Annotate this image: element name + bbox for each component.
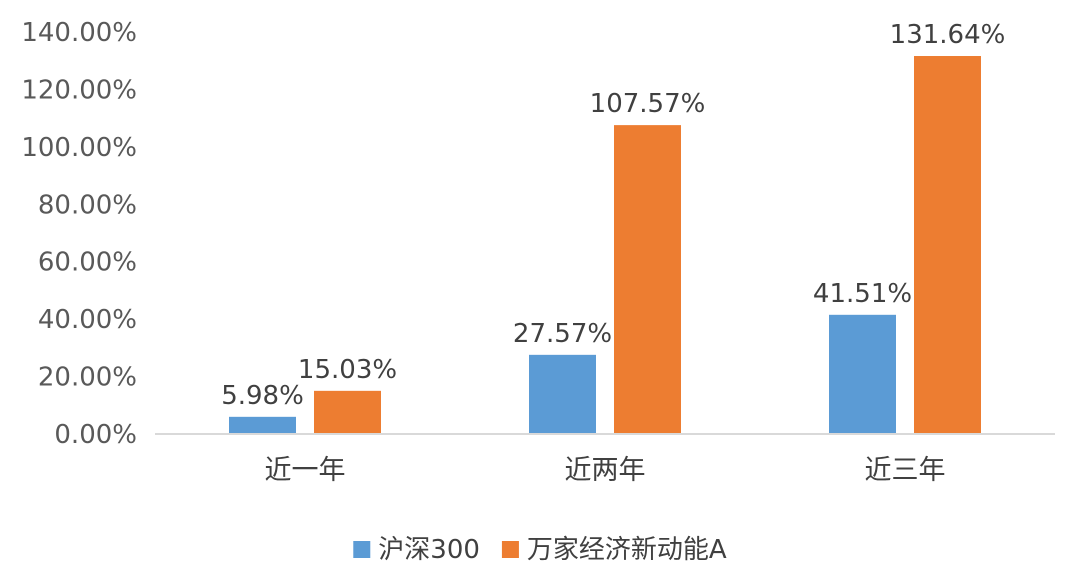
legend-item: 万家经济新动能A (501, 535, 727, 565)
x-tick-label: 近三年 (865, 455, 946, 486)
data-label: 5.98% (221, 381, 304, 411)
x-tick-label: 近两年 (565, 455, 646, 486)
y-tick-label: 60.00% (38, 248, 137, 278)
data-label: 15.03% (298, 355, 397, 385)
data-label: 107.57% (590, 89, 706, 119)
y-tick-label: 140.00% (21, 18, 137, 48)
x-tick-label: 近一年 (265, 455, 346, 486)
y-tick-label: 20.00% (38, 363, 137, 393)
bars (229, 56, 981, 435)
bar (229, 416, 296, 434)
legend-item: 沪深300 (353, 535, 480, 565)
data-labels: 5.98%15.03% 27.57% 107.57% 41.51% 131.64% (221, 20, 1005, 411)
data-label: 41.51% (813, 279, 912, 309)
y-tick-label: 100.00% (21, 133, 137, 163)
y-tick-label: 40.00% (38, 305, 137, 335)
data-label: 27.57% (513, 319, 612, 349)
legend-label: 沪深300 (378, 535, 480, 565)
data-label: 131.64% (890, 20, 1006, 50)
x-axis: 近一年 近两年 近三年 (265, 455, 946, 486)
y-tick-label: 0.00% (54, 420, 137, 450)
y-tick-label: 120.00% (21, 75, 137, 105)
legend: 沪深300 万家经济新动能A (353, 535, 727, 565)
y-tick-label: 80.00% (38, 190, 137, 220)
bar (314, 390, 381, 434)
legend-swatch (353, 541, 371, 558)
legend-swatch (501, 541, 519, 558)
bar (829, 314, 896, 434)
y-axis: 0.00% 20.00% 40.00% 60.00% 80.00% 100.00% 120.… (21, 18, 137, 450)
bar (914, 56, 981, 435)
bar (529, 354, 596, 434)
legend-label: 万家经济新动能A (527, 535, 727, 565)
bar (614, 125, 681, 435)
